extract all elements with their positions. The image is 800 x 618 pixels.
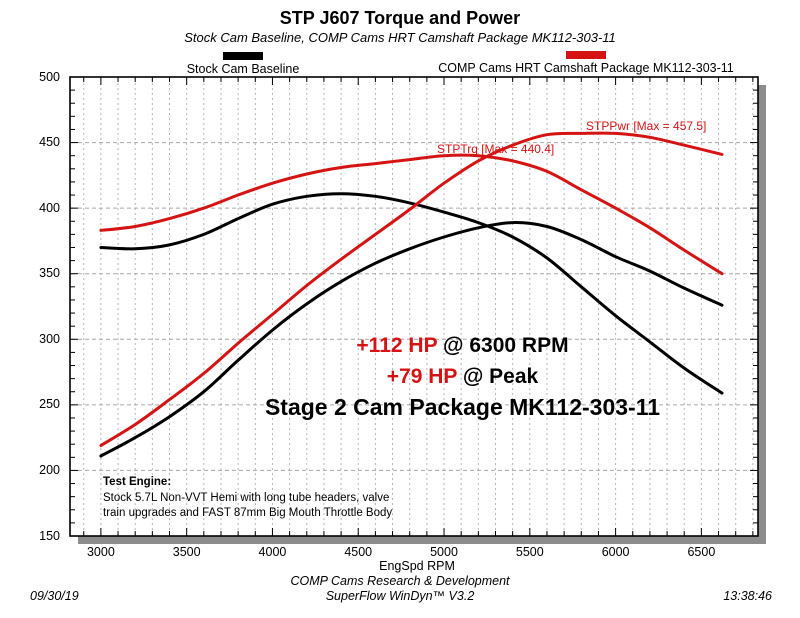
y-tick-label: 400 — [39, 200, 60, 215]
x-tick-label: 6000 — [601, 545, 630, 559]
page-title: STP J607 Torque and Power — [279, 8, 521, 28]
x-tick-label: 5500 — [515, 545, 544, 559]
power-max-annotation: STPPwr [Max = 457.5] — [586, 119, 707, 133]
x-tick-label: 3000 — [86, 545, 115, 559]
y-tick-label: 500 — [39, 69, 60, 84]
x-tick-label: 4500 — [344, 545, 373, 559]
curve-3 — [99, 131, 724, 447]
package-title-annotation: Stage 2 Cam Package MK112-303-11 — [264, 394, 661, 420]
gain-line-6300rpm: +112 HP @ 6300 RPM — [160, 334, 765, 358]
curve-2 — [99, 153, 724, 276]
legend-swatch-stock — [223, 52, 263, 60]
curve-0 — [99, 192, 724, 395]
y-tick-label: 200 — [39, 462, 60, 477]
test-engine-block: Test Engine: Stock 5.7L Non-VVT Hemi wit… — [103, 475, 392, 522]
curve-1 — [99, 221, 724, 458]
test-engine-line2: train upgrades and FAST 87mm Big Mouth T… — [103, 507, 393, 519]
test-engine-line1: Stock 5.7L Non-VVT Hemi with long tube h… — [103, 491, 390, 504]
footer-time: 13:38:46 — [723, 589, 772, 603]
x-axis-label: EngSpd RPM — [379, 559, 455, 573]
x-tick-label: 5000 — [430, 545, 458, 559]
footer-date: 09/30/19 — [30, 589, 79, 603]
gain-line-peak: +79 HP @ Peak — [160, 365, 765, 389]
legend-label-stock: Stock Cam Baseline — [186, 62, 300, 76]
x-tick-label: 3500 — [172, 545, 201, 559]
gain2-suffix: @ Peak — [457, 365, 539, 388]
legend-swatch-comp — [566, 51, 606, 59]
y-tick-label: 350 — [39, 266, 60, 281]
x-tick-label: 4000 — [258, 545, 287, 559]
gain1-value: +112 HP — [356, 334, 438, 357]
footer-company: COMP Cams Research & Development — [290, 574, 510, 588]
gain2-value: +79 HP — [386, 365, 458, 388]
legend-label-comp: COMP Cams HRT Camshaft Package MK112-303… — [438, 61, 734, 75]
test-engine-heading: Test Engine: — [103, 476, 172, 488]
page-subtitle: Stock Cam Baseline, COMP Cams HRT Camsha… — [184, 30, 616, 45]
y-tick-label: 300 — [39, 331, 60, 346]
x-tick-label: 6500 — [687, 545, 716, 559]
y-tick-label: 450 — [39, 135, 60, 150]
torque-max-annotation: STPTrq [Max = 440.4] — [437, 142, 555, 156]
y-tick-label: 150 — [39, 528, 60, 543]
footer-software: SuperFlow WinDyn™ V3.2 — [325, 589, 475, 603]
gain1-suffix: @ 6300 RPM — [437, 334, 569, 357]
y-tick-label: 250 — [39, 397, 60, 412]
